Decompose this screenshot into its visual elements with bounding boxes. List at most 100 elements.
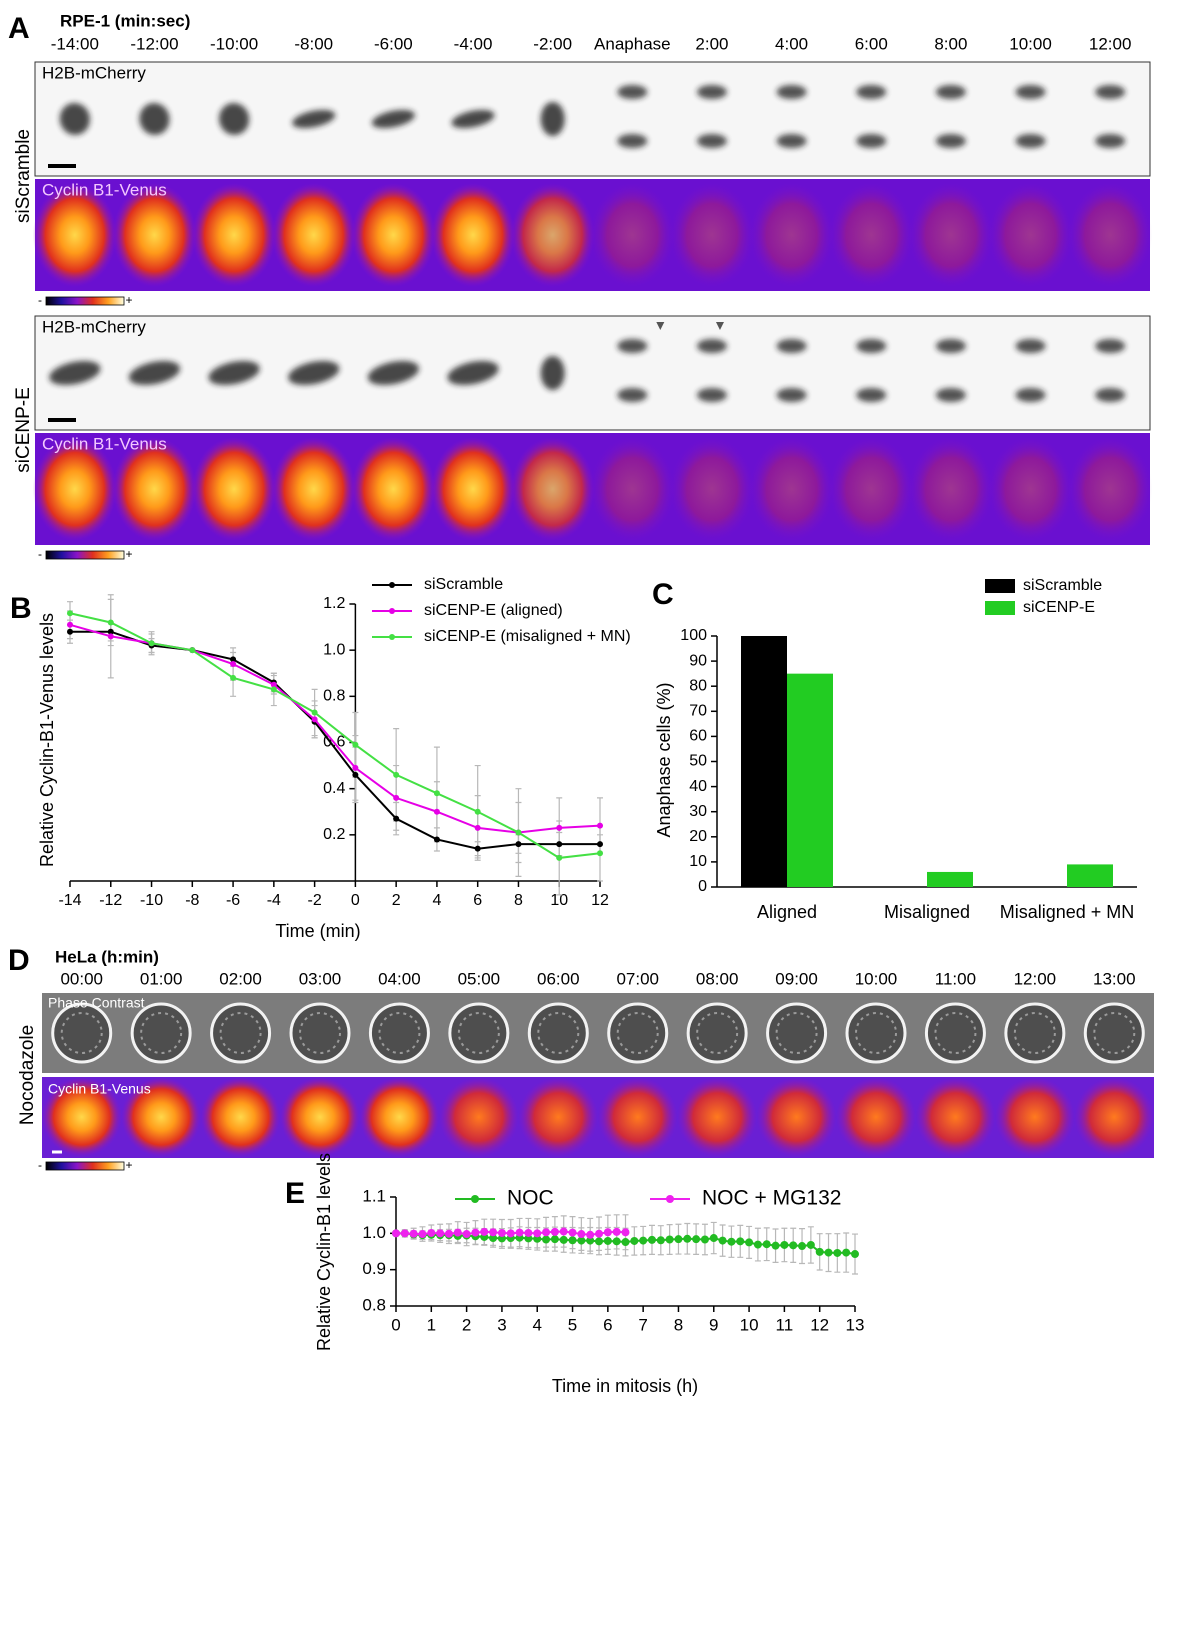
x-tick-label: -12 [99, 892, 122, 909]
cell-signal [1068, 437, 1152, 541]
data-point [692, 1235, 700, 1243]
x-tick-label: 2 [392, 892, 401, 909]
y-tick-label: 60 [689, 728, 707, 745]
timepoint-label: 08:00 [696, 969, 739, 988]
data-point [542, 1236, 550, 1244]
timepoint-label: 07:00 [616, 969, 659, 988]
data-point [392, 1229, 400, 1237]
chromosomes [856, 388, 886, 402]
chromosomes [1095, 134, 1125, 148]
chromosomes [697, 134, 727, 148]
data-point [595, 1230, 603, 1238]
chromosomes [936, 134, 966, 148]
panel-letter: C [652, 578, 674, 611]
data-point [393, 795, 399, 801]
data-point [436, 1229, 444, 1237]
x-tick-label: 8 [674, 1315, 683, 1334]
y-tick-label: 0.8 [362, 1295, 386, 1314]
data-point [507, 1229, 515, 1237]
data-point [772, 1242, 780, 1250]
data-point [489, 1228, 497, 1236]
data-point [586, 1231, 594, 1239]
data-point [475, 846, 481, 852]
data-point [67, 629, 73, 635]
x-tick-label: 10 [740, 1315, 759, 1334]
x-tick-label: -10 [140, 892, 163, 909]
legend-marker [471, 1195, 479, 1203]
data-point [851, 1250, 859, 1258]
timepoint-label: 4:00 [775, 34, 808, 53]
image-strip [35, 316, 1150, 430]
x-tick-label: 6 [473, 892, 482, 909]
y-tick-label: 70 [689, 703, 707, 720]
condition-label: siScramble [13, 129, 34, 223]
data-point [666, 1236, 674, 1244]
colorbar-min: - [38, 293, 42, 307]
data-point [498, 1229, 506, 1237]
condition-label: siCENP-E [13, 387, 34, 473]
cell-signal [431, 183, 515, 287]
x-tick-label: Misaligned [884, 902, 970, 922]
timepoint-label: -2:00 [533, 34, 572, 53]
chromosomes [777, 388, 807, 402]
cell-signal [280, 1077, 360, 1157]
cell-signal [915, 1077, 995, 1157]
y-tick-label: 1.1 [362, 1186, 386, 1205]
bar [741, 636, 787, 887]
data-point [393, 772, 399, 778]
chromosomes [777, 339, 807, 353]
chromosomes [1016, 388, 1046, 402]
chromosomes [617, 85, 647, 99]
data-point [230, 661, 236, 667]
data-point [630, 1237, 638, 1245]
cell-signal [431, 437, 515, 541]
channel-label: Cyclin B1-Venus [42, 180, 167, 199]
data-point [556, 825, 562, 831]
timepoint-label: 09:00 [775, 969, 818, 988]
chromosomes [541, 356, 565, 390]
timepoint-label: 2:00 [695, 34, 728, 53]
x-tick-label: 12 [591, 892, 609, 909]
x-tick-label: 4 [532, 1315, 541, 1334]
cell-signal [192, 437, 276, 541]
chromosomes [777, 85, 807, 99]
colorbar [46, 551, 124, 559]
x-axis-title: Time (min) [275, 921, 360, 941]
data-point [454, 1229, 462, 1237]
y-tick-label: 0.8 [323, 688, 345, 705]
cell-signal [351, 437, 435, 541]
chromosomes [1016, 134, 1046, 148]
colorbar-min: - [38, 547, 42, 561]
legend-label: siScramble [424, 576, 503, 593]
cell-signal [590, 437, 674, 541]
y-axis-title: Anaphase cells (%) [654, 682, 674, 837]
x-tick-label: Aligned [757, 902, 817, 922]
x-tick-label: 8 [514, 892, 523, 909]
data-point [516, 1229, 524, 1237]
data-point [613, 1237, 621, 1245]
legend-marker [389, 608, 395, 614]
data-point [763, 1240, 771, 1248]
data-point [434, 809, 440, 815]
x-tick-label: -4 [267, 892, 281, 909]
cell-signal [1068, 183, 1152, 287]
timepoint-label: 10:00 [855, 969, 898, 988]
timepoint-label: -12:00 [130, 34, 178, 53]
timepoint-label: 8:00 [934, 34, 967, 53]
data-point [471, 1229, 479, 1237]
data-point [393, 816, 399, 822]
chromosomes [856, 339, 886, 353]
timepoint-label: 00:00 [60, 969, 103, 988]
timepoint-label: 12:00 [1089, 34, 1132, 53]
data-point [445, 1230, 453, 1238]
cell-signal [750, 437, 834, 541]
data-point [67, 622, 73, 628]
panel-title: HeLa (h:min) [55, 947, 159, 966]
data-point [648, 1236, 656, 1244]
chromosomes [617, 339, 647, 353]
data-point [577, 1230, 585, 1238]
data-point [736, 1237, 744, 1245]
timepoint-label: 10:00 [1009, 34, 1052, 53]
legend-label: siCENP-E (misaligned + MN) [424, 628, 631, 645]
x-tick-label: 0 [351, 892, 360, 909]
